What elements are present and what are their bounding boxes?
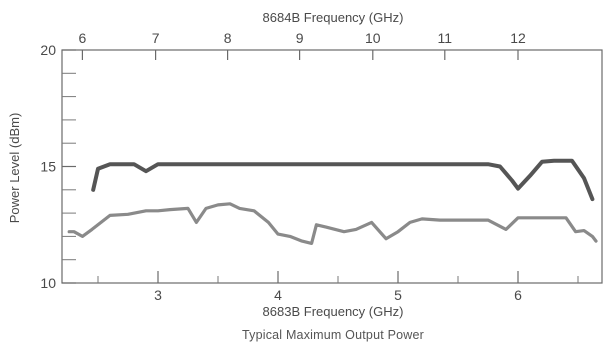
- series-layer: [67, 158, 598, 245]
- x2-tick-label: 8: [224, 30, 232, 46]
- y-axis-title: Power Level (dBm): [7, 113, 22, 224]
- tick-layer: [62, 49, 579, 284]
- series-line-2: [67, 202, 598, 245]
- bottom-axis-title: 8683B Frequency (GHz): [263, 304, 404, 319]
- x2-tick-label: 11: [438, 30, 453, 46]
- plot-frame-layer: [61, 49, 603, 284]
- y-tick-label: 15: [40, 159, 56, 175]
- x2-tick-label: 6: [79, 30, 87, 46]
- plot-frame: [61, 49, 603, 284]
- y-tick-label: 20: [40, 42, 56, 58]
- x-tick-label: 6: [514, 287, 522, 303]
- series-line-1: [91, 158, 595, 202]
- x-tick-label: 4: [274, 287, 282, 303]
- x2-tick-label: 10: [365, 30, 381, 46]
- x2-tick-label: 9: [296, 30, 304, 46]
- top-axis-title: 8684B Frequency (GHz): [263, 10, 404, 25]
- x2-tick-label: 12: [510, 30, 526, 46]
- chart-caption: Typical Maximum Output Power: [242, 328, 424, 342]
- tick-label-layer: 10 15 20 3 4 5 6 6 7 8 9 10 11 12: [40, 30, 526, 303]
- x-tick-label: 3: [154, 287, 162, 303]
- y-tick-label: 10: [40, 275, 56, 291]
- x-tick-label: 5: [394, 287, 402, 303]
- x2-tick-label: 7: [152, 30, 160, 46]
